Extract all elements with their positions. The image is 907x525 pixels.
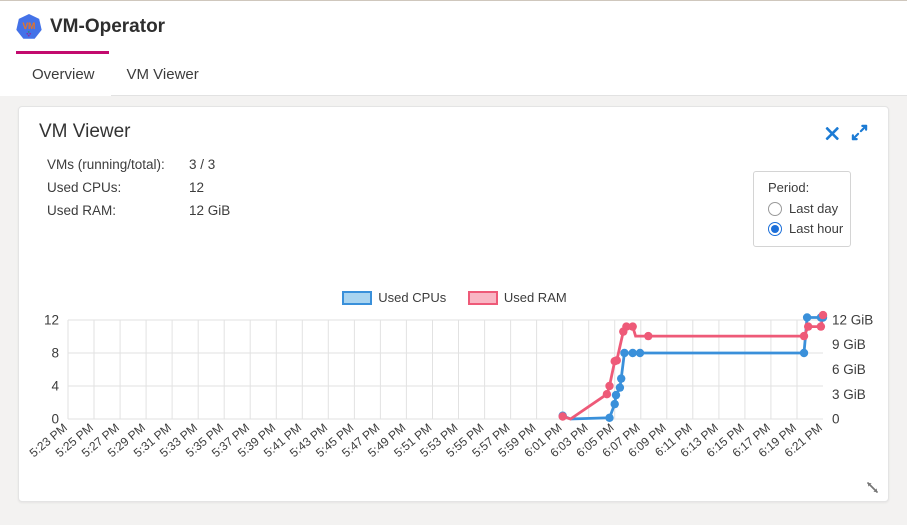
- svg-text:9 GiB: 9 GiB: [832, 337, 866, 352]
- svg-text:3 GiB: 3 GiB: [832, 387, 866, 402]
- svg-text:4: 4: [51, 379, 59, 394]
- svg-text:8: 8: [51, 346, 59, 361]
- svg-text:12: 12: [44, 313, 59, 328]
- svg-text:VM: VM: [22, 21, 35, 31]
- svg-text:12 GiB: 12 GiB: [832, 313, 873, 328]
- svg-text:6 GiB: 6 GiB: [832, 362, 866, 377]
- svg-text:0: 0: [832, 412, 840, 427]
